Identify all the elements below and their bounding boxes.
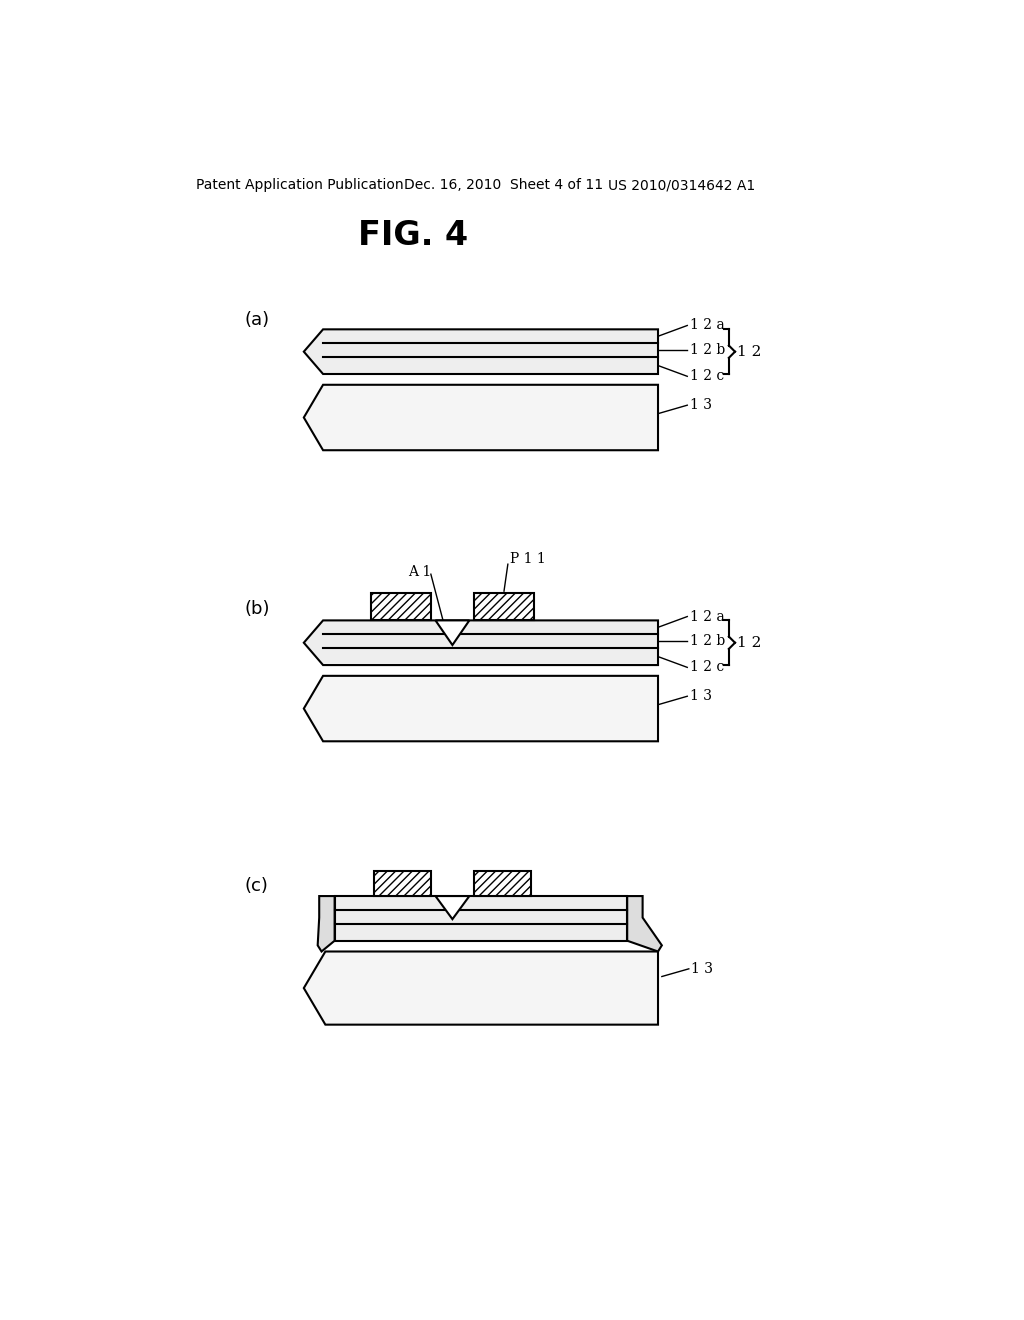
Bar bbox=[374, 871, 431, 896]
Text: 1 2 a: 1 2 a bbox=[689, 610, 724, 623]
Polygon shape bbox=[435, 896, 469, 919]
Text: Patent Application Publication: Patent Application Publication bbox=[196, 178, 403, 193]
Text: 1 2 c: 1 2 c bbox=[689, 660, 724, 675]
Text: 1 3: 1 3 bbox=[689, 399, 712, 412]
Polygon shape bbox=[435, 620, 469, 645]
Text: FIG. 4: FIG. 4 bbox=[357, 219, 468, 252]
Bar bbox=[474, 871, 531, 896]
Text: (b): (b) bbox=[245, 599, 270, 618]
Bar bbox=[335, 896, 628, 941]
Polygon shape bbox=[304, 620, 658, 665]
Text: US 2010/0314642 A1: US 2010/0314642 A1 bbox=[608, 178, 756, 193]
Bar bbox=[371, 593, 431, 620]
Text: Dec. 16, 2010  Sheet 4 of 11: Dec. 16, 2010 Sheet 4 of 11 bbox=[403, 178, 603, 193]
Text: 1 2 a: 1 2 a bbox=[689, 318, 724, 333]
Text: 1 3: 1 3 bbox=[689, 689, 712, 704]
Text: (a): (a) bbox=[245, 312, 269, 329]
Text: 1 2 c: 1 2 c bbox=[689, 370, 724, 383]
Polygon shape bbox=[304, 385, 658, 450]
Polygon shape bbox=[304, 676, 658, 742]
Bar bbox=[474, 593, 535, 620]
Text: 1 2: 1 2 bbox=[737, 345, 762, 359]
Text: 1 2 b: 1 2 b bbox=[689, 634, 725, 648]
Polygon shape bbox=[628, 896, 662, 952]
Text: A 1: A 1 bbox=[408, 565, 431, 579]
Text: 1 2 b: 1 2 b bbox=[689, 343, 725, 358]
Text: 1 3: 1 3 bbox=[691, 962, 713, 975]
Text: P 1 1: P 1 1 bbox=[510, 552, 546, 566]
Text: 1 2: 1 2 bbox=[737, 636, 762, 649]
Polygon shape bbox=[304, 952, 658, 1024]
Polygon shape bbox=[317, 896, 335, 952]
Polygon shape bbox=[304, 330, 658, 374]
Text: (c): (c) bbox=[245, 876, 268, 895]
